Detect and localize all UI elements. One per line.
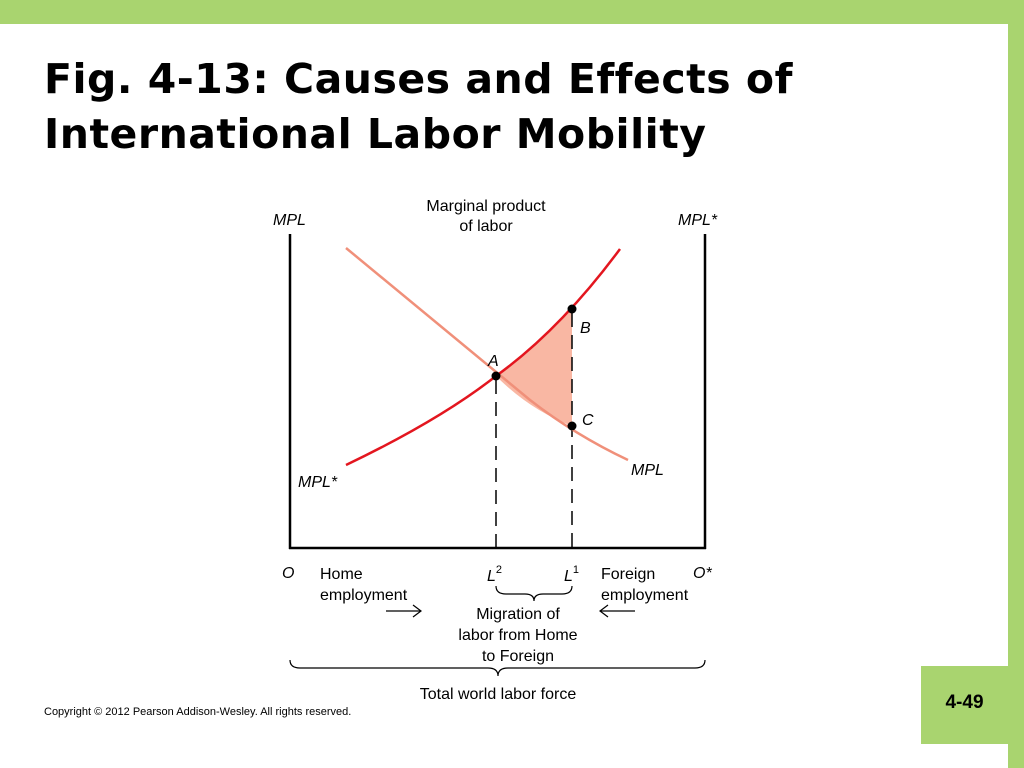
page-number-box: 4-49 [921,666,1008,744]
l1-label-base: L [564,568,573,585]
point-b-label: B [580,320,591,337]
foreign-employment-arrow [599,604,635,618]
l2-label-base: L [487,568,496,585]
y-title-line-1: Marginal product [426,198,546,215]
total-labor-label: Total world labor force [420,686,577,703]
mpl-home-curve [345,247,629,462]
title-line-1: Fig. 4-13: Causes and Effects of [44,55,793,103]
left-axis-label: MPL [273,212,306,229]
foreign-employment-line-2: employment [601,587,689,604]
migration-brace [495,585,573,602]
migration-line-1: Migration of [476,606,560,623]
title-line-2: International Labor Mobility [44,110,707,158]
l2-label: L2 [487,564,502,585]
point-a [491,371,501,381]
point-a-label: A [487,353,499,370]
migration-line-3: to Foreign [482,648,554,665]
slide-title: Fig. 4-13: Causes and Effects of Interna… [44,52,793,162]
page-number: 4-49 [945,692,984,713]
home-employment-line-2: employment [320,587,408,604]
foreign-employment-line-1: Foreign [601,566,655,583]
mpl-home-curve-label: MPL [631,462,664,479]
efficiency-gain-area [496,309,572,426]
total-labor-brace [289,659,706,677]
copyright-notice: Copyright © 2012 Pearson Addison-Wesley.… [44,706,352,718]
home-employment-arrow [386,604,422,618]
slide: Fig. 4-13: Causes and Effects of Interna… [0,24,1008,768]
point-b [567,304,577,314]
point-c-label: C [582,412,594,429]
mpl-foreign-curve-label: MPL* [298,474,338,491]
point-c [567,421,577,431]
home-employment-line-1: Home [320,566,363,583]
migration-line-2: labor from Home [458,627,577,644]
right-axis-label: MPL* [678,212,718,229]
l2-label-sup: 2 [496,564,502,576]
y-title-line-2: of labor [459,218,513,235]
origin-foreign-label: O* [693,565,712,582]
l1-label: L1 [564,564,579,585]
l1-label-sup: 1 [573,564,579,576]
origin-home-label: O [282,565,294,582]
